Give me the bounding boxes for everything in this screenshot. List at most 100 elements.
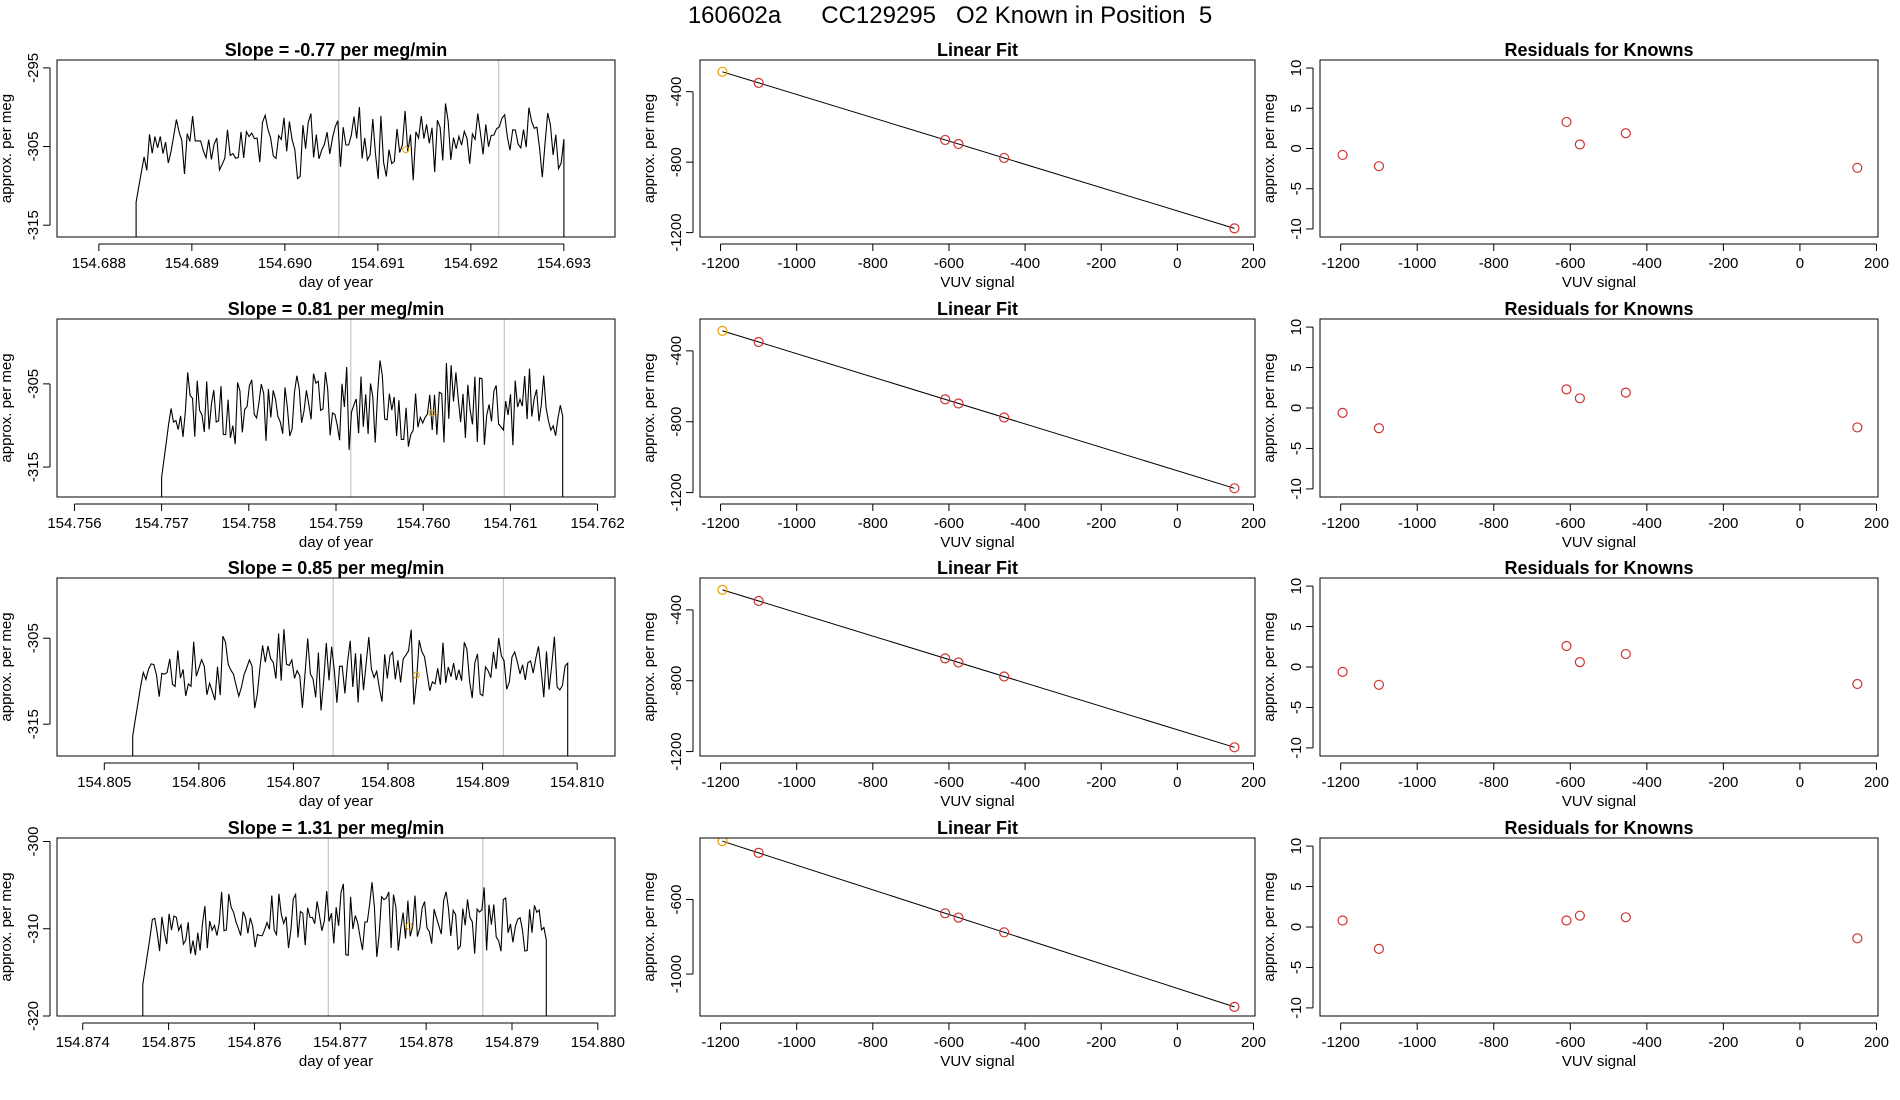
x-tick-label: 154.806 (172, 774, 226, 791)
known-point (753, 847, 764, 859)
x-tick-label: 154.875 (141, 1034, 195, 1051)
signal-trace (142, 882, 547, 1016)
y-axis-label: approx. per meg (1261, 612, 1278, 721)
fit-line (722, 840, 1235, 1008)
x-tick-label: 154.805 (77, 774, 131, 791)
y-tick-label: 5 (1288, 363, 1305, 371)
x-tick-label: 154.691 (351, 255, 405, 272)
y-tick-label: -1000 (668, 955, 685, 993)
x-tick-label: 0 (1173, 515, 1181, 532)
panel-timeseries-row1: Slope = -0.77 per meg/min 154.688 154.689 1… (0, 40, 616, 291)
x-axis-label: VUV signal (940, 1053, 1014, 1070)
x-tick-label: 154.759 (309, 515, 363, 532)
plot-data (717, 325, 1240, 494)
known-point (1229, 223, 1240, 234)
y-tick-label: 0 (1288, 404, 1305, 412)
figure-title: 160602a CC129295 O2 Known in Position 5 (0, 2, 1900, 30)
y-axis-label: approx. per meg (0, 353, 15, 462)
x-tick-label: -400 (1010, 255, 1040, 272)
known-point (1574, 910, 1585, 921)
x-tick-label: 0 (1796, 515, 1804, 532)
highlight-point (717, 325, 728, 336)
x-tick-label: -600 (934, 1034, 964, 1051)
x-tick-label: -200 (1708, 255, 1738, 272)
known-point (953, 138, 964, 150)
known-point (940, 908, 951, 919)
x-tick-label: 154.758 (222, 515, 276, 532)
y-tick-label: 0 (1288, 663, 1305, 671)
plot-data (1337, 116, 1863, 173)
y-axis-label: approx. per meg (641, 612, 658, 721)
highlight-point (717, 838, 728, 847)
y-axis-label: approx. per meg (1261, 353, 1278, 462)
plot-data (717, 584, 1240, 753)
y-tick-label: -5 (1288, 182, 1305, 195)
known-point (1337, 149, 1348, 161)
y-tick-label: -315 (25, 210, 42, 240)
known-point (1373, 679, 1385, 690)
plot-data (135, 60, 565, 237)
x-axis-label: VUV signal (940, 793, 1014, 810)
cylinder-id: CC129295 (821, 2, 937, 29)
panel-residuals-row1: Residuals for Knowns-1200 -1000 -800 -600 -4… (1261, 40, 1889, 291)
known-point (1620, 912, 1631, 923)
highlight-point (412, 671, 420, 679)
x-tick-label: -600 (934, 515, 964, 532)
known-point (1337, 407, 1348, 418)
panel-title: Slope = 0.81 per meg/min (228, 299, 445, 319)
x-tick-label: 154.874 (56, 1034, 110, 1051)
fit-line (722, 589, 1235, 748)
y-tick-label: -320 (25, 1001, 42, 1031)
x-tick-label: -400 (1632, 515, 1662, 532)
x-tick-label: -200 (1086, 255, 1116, 272)
y-tick-label: -400 (668, 336, 685, 366)
plot-data (161, 319, 564, 497)
panel-linear-fit-row2: Linear Fit -1200 -1000 -800 -600 -400 -200 0 200… (641, 299, 1266, 551)
x-tick-label: 154.693 (537, 255, 591, 272)
y-axis-label: approx. per meg (0, 94, 15, 203)
plot-data (1337, 640, 1863, 690)
known-point (753, 336, 764, 348)
panel-title: Residuals for Knowns (1504, 299, 1693, 319)
x-tick-label: 154.761 (483, 515, 537, 532)
x-tick-label: 0 (1796, 1034, 1804, 1051)
x-tick-label: 154.810 (550, 774, 604, 791)
panel-title: Residuals for Knowns (1504, 558, 1693, 578)
y-tick-label: 5 (1288, 622, 1305, 630)
x-tick-label: -600 (1555, 1034, 1585, 1051)
x-tick-label: 0 (1796, 255, 1804, 272)
x-tick-label: 154.877 (313, 1034, 367, 1051)
run-id: 160602a (687, 2, 782, 29)
x-tick-label: -1000 (1398, 774, 1436, 791)
panel-title: Slope = 0.85 per meg/min (228, 558, 445, 578)
y-axis-label: approx. per meg (0, 872, 15, 981)
panel-linear-fit-row1: Linear Fit -1200 -1000 -800 -600 -400 -200 0 200… (641, 40, 1266, 291)
known-point (953, 398, 964, 409)
x-axis-label: day of year (299, 793, 373, 810)
highlight-point (717, 584, 728, 595)
known-point (1852, 162, 1863, 173)
x-tick-label: -400 (1010, 774, 1040, 791)
y-tick-label: -10 (1288, 218, 1305, 240)
y-tick-label: -305 (25, 369, 42, 399)
x-tick-label: -400 (1632, 1034, 1662, 1051)
x-tick-label: -800 (858, 1034, 888, 1051)
x-tick-label: -600 (1555, 255, 1585, 272)
x-tick-label: -1000 (1398, 1034, 1436, 1051)
known-point (1620, 648, 1631, 660)
panel-residuals-row3: Residuals for Knowns-1200 -1000 -800 -600 -4… (1261, 558, 1889, 810)
x-tick-label: -600 (1555, 774, 1585, 791)
x-tick-label: -1000 (777, 1034, 815, 1051)
x-tick-label: -800 (858, 255, 888, 272)
known-point (1229, 742, 1240, 753)
y-tick-label: -305 (25, 132, 42, 162)
x-tick-label: 200 (1241, 255, 1266, 272)
x-axis-label: VUV signal (940, 274, 1014, 291)
y-tick-label: -400 (668, 77, 685, 107)
x-tick-label: 200 (1241, 1034, 1266, 1051)
panel-timeseries-row4: Slope = 1.31 per meg/min 154.874 154.875 15… (0, 818, 625, 1070)
known-point (953, 912, 964, 923)
highlight-point (405, 922, 413, 930)
panel-title: Linear Fit (937, 818, 1018, 838)
x-axis-label: day of year (299, 1053, 373, 1070)
